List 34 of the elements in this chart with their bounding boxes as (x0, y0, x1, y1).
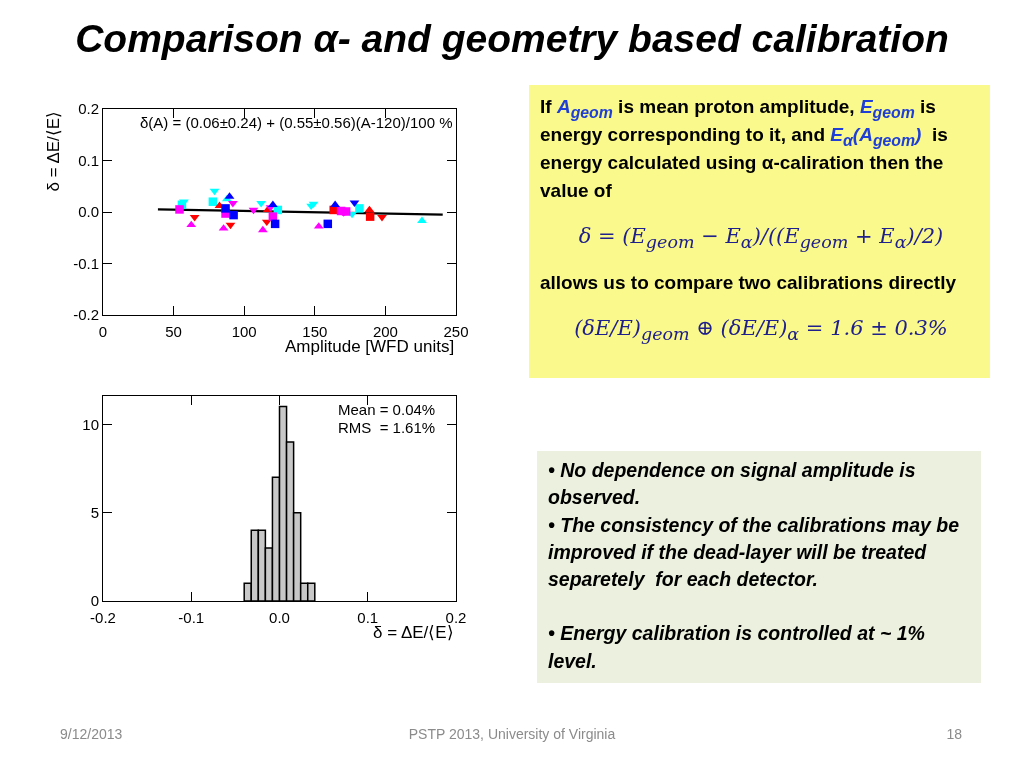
x-tick-label: 50 (165, 323, 182, 340)
annotation: δ(A) = (0.06±0.24) + (0.55±0.56)(A-120)/100 % (140, 114, 453, 131)
y-tick-label: 0.2 (78, 100, 99, 118)
x-axis-title: Amplitude [WFD units] (285, 337, 455, 356)
text: If A$_{geom}$ is mean proton amplitude, E$_{geom}$ is energy corresponding to it, and E$_{α}$(A$_{geom}$) is energy calculated using α-caliration then the value of (540, 96, 948, 201)
x-tick-label: 0.1 (357, 609, 379, 626)
x-tick-label: 250 (443, 323, 469, 340)
y-tick-label: 0 (90, 592, 99, 610)
text: allows us to compare two calibrations directly (540, 271, 957, 295)
x-tick-label: 200 (372, 323, 398, 340)
text: 9/12/2013 (60, 726, 123, 742)
y-tick-label: 0.0 (78, 203, 99, 221)
x-tick-label: 150 (302, 323, 328, 340)
x-tick-label: 100 (231, 323, 257, 340)
text: 18 (946, 726, 962, 742)
x-axis-title: δ = ΔE/⟨E⟩ (373, 623, 454, 642)
y-tick-label: 5 (90, 503, 99, 521)
text: δ = (E$_{geom}$ − E$_{α}$)/((E$_{geom}$ + E$_{α}$)/2) (578, 224, 944, 253)
text: PSTP 2013, University of Virginia (408, 726, 616, 742)
text: • The consistency of the calibrations may be improved if the dead-layer will be treated separetely for each detector. (548, 512, 961, 593)
annotation: Mean = 0.04% (338, 401, 436, 418)
annotation: RMS = 1.61% (338, 419, 436, 436)
text: • No dependence on signal amplitude is observed. (548, 458, 917, 511)
y-tick-label: 0.1 (78, 151, 99, 169)
x-tick-label: -0.1 (178, 609, 205, 626)
text: (δE/E)$_{geom}$ ⊕ (δE/E)$_{α}$ = 1.6 ± 0.3% (573, 315, 949, 345)
y-tick-label: -0.1 (73, 254, 99, 272)
y-tick-label: 10 (82, 415, 99, 433)
text: • Energy calibration is controlled at ~ 1% level. (548, 621, 926, 674)
y-axis-title: δ = ΔE/⟨E⟩ (43, 110, 63, 192)
x-tick-label: 0.2 (445, 609, 467, 626)
y-tick-label: -0.2 (73, 306, 99, 324)
x-tick-label: 0.0 (269, 609, 290, 626)
text: Comparison α- and geometry based calibration (74, 17, 950, 61)
